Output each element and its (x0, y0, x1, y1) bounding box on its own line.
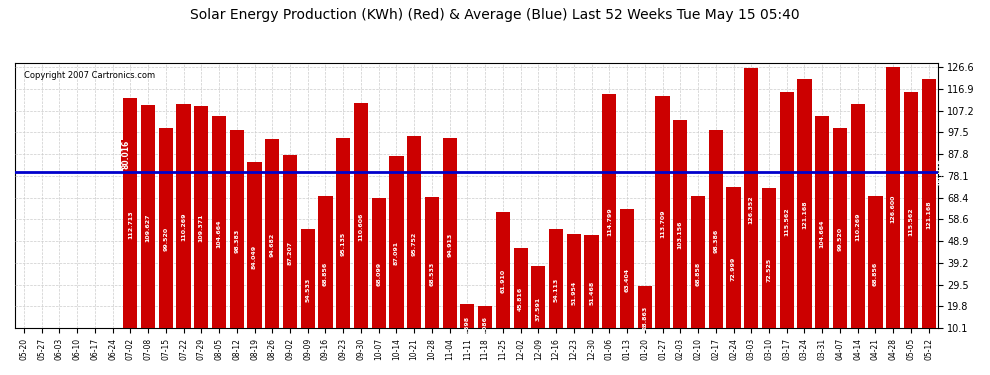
Text: 51.468: 51.468 (589, 281, 594, 305)
Bar (212, 116, 226, 351)
Bar (815, 116, 830, 351)
Bar (709, 130, 723, 351)
Text: 110.606: 110.606 (358, 213, 363, 241)
Bar (425, 197, 439, 351)
Bar (886, 67, 900, 351)
Text: 68.856: 68.856 (323, 261, 328, 286)
Bar (301, 228, 315, 351)
Text: 99.520: 99.520 (163, 227, 168, 251)
Text: 68.099: 68.099 (376, 262, 381, 286)
Text: 121.168: 121.168 (927, 201, 932, 230)
Bar (673, 120, 687, 351)
Bar (727, 187, 741, 351)
Bar (371, 198, 386, 351)
Text: 28.863: 28.863 (643, 306, 647, 330)
Text: 72.999: 72.999 (731, 257, 736, 281)
Text: 98.386: 98.386 (713, 228, 719, 253)
Bar (230, 130, 244, 351)
Bar (319, 196, 333, 351)
Bar (514, 248, 528, 351)
Bar (176, 104, 191, 351)
Text: 87.091: 87.091 (394, 241, 399, 265)
Text: 63.404: 63.404 (625, 268, 630, 292)
Bar (922, 80, 936, 351)
Bar (904, 92, 918, 351)
Bar (566, 234, 581, 351)
Text: 99.520: 99.520 (838, 227, 842, 251)
Bar (443, 138, 456, 351)
Text: 51.954: 51.954 (571, 280, 576, 304)
Text: 110.269: 110.269 (181, 213, 186, 242)
Bar (389, 156, 404, 351)
Text: 37.591: 37.591 (536, 296, 541, 321)
Bar (602, 94, 617, 351)
Bar (248, 162, 261, 351)
Text: 104.664: 104.664 (217, 219, 222, 248)
Bar (655, 96, 669, 351)
Text: 68.533: 68.533 (430, 262, 435, 286)
Bar (496, 212, 510, 351)
Text: 98.383: 98.383 (235, 228, 240, 253)
Bar (762, 188, 776, 351)
Text: 121.168: 121.168 (802, 201, 807, 230)
Bar (478, 306, 492, 351)
Text: 61.910: 61.910 (500, 269, 505, 293)
Text: 68.858: 68.858 (696, 261, 701, 286)
Bar (620, 209, 635, 351)
Text: 54.113: 54.113 (553, 278, 558, 302)
Text: 87.207: 87.207 (287, 241, 292, 265)
Bar (283, 155, 297, 351)
Bar (868, 196, 882, 351)
Text: 113.709: 113.709 (660, 209, 665, 238)
Bar (194, 106, 208, 351)
Bar (584, 236, 599, 351)
Text: Solar Energy Production (KWh) (Red) & Average (Blue) Last 52 Weeks Tue May 15 05: Solar Energy Production (KWh) (Red) & Av… (190, 8, 800, 21)
Text: 54.533: 54.533 (305, 278, 310, 302)
Bar (691, 196, 705, 351)
Bar (850, 104, 865, 351)
Text: 109.371: 109.371 (199, 214, 204, 243)
Bar (337, 138, 350, 351)
Bar (744, 68, 758, 351)
Text: 110.269: 110.269 (855, 213, 860, 242)
Bar (407, 136, 422, 351)
Text: Copyright 2007 Cartronics.com: Copyright 2007 Cartronics.com (24, 71, 155, 80)
Text: 45.816: 45.816 (518, 287, 523, 312)
Text: 20.086: 20.086 (483, 316, 488, 340)
Bar (638, 286, 651, 351)
Bar (353, 103, 368, 351)
Text: 68.856: 68.856 (873, 261, 878, 286)
Bar (780, 92, 794, 351)
Text: 126.352: 126.352 (748, 195, 753, 223)
Text: 80.016: 80.016 (938, 158, 943, 185)
Bar (833, 128, 847, 351)
Bar (797, 80, 812, 351)
Text: 84.049: 84.049 (252, 244, 257, 268)
Bar (549, 230, 563, 351)
Text: 114.799: 114.799 (607, 208, 612, 237)
Bar (141, 105, 155, 351)
Text: 20.698: 20.698 (465, 315, 470, 339)
Bar (460, 304, 474, 351)
Text: 95.135: 95.135 (341, 232, 346, 256)
Text: 104.664: 104.664 (820, 219, 825, 248)
Bar (123, 98, 138, 351)
Text: 80.016: 80.016 (122, 140, 131, 169)
Bar (265, 139, 279, 351)
Text: 94.913: 94.913 (447, 232, 452, 256)
Bar (532, 267, 545, 351)
Bar (158, 128, 173, 351)
Text: 126.600: 126.600 (891, 195, 896, 223)
Text: 103.156: 103.156 (678, 221, 683, 249)
Text: 112.713: 112.713 (128, 210, 133, 239)
Text: 109.627: 109.627 (146, 214, 150, 242)
Text: 94.682: 94.682 (269, 232, 275, 257)
Text: 115.562: 115.562 (784, 207, 789, 236)
Text: 95.752: 95.752 (412, 231, 417, 256)
Text: 72.525: 72.525 (766, 257, 771, 282)
Text: 115.562: 115.562 (909, 207, 914, 236)
